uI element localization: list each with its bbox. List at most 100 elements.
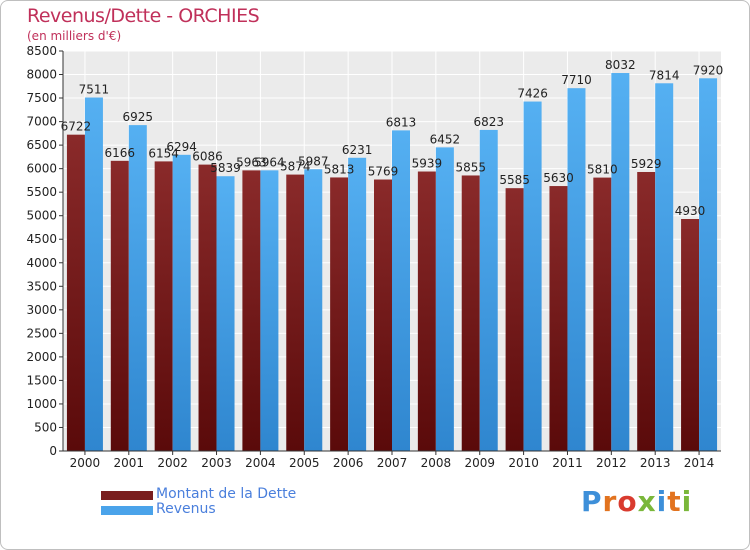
- bar-revenus: [655, 83, 674, 452]
- y-tick-label: 0: [49, 444, 57, 458]
- data-label-revenus: 6294: [166, 140, 197, 154]
- y-tick-label: 7500: [26, 91, 57, 105]
- data-label-dette: 5855: [455, 160, 486, 174]
- bar-dette: [110, 160, 129, 451]
- bar-revenus: [435, 147, 454, 451]
- x-tick-label: 2012: [596, 456, 627, 470]
- x-tick-label: 2011: [552, 456, 583, 470]
- data-label-dette: 5810: [587, 163, 618, 177]
- data-label-revenus: 6231: [342, 143, 373, 157]
- x-tick-label: 2010: [508, 456, 539, 470]
- data-label-revenus: 7814: [649, 68, 680, 82]
- bar-dette: [681, 219, 700, 451]
- bar-dette: [242, 170, 261, 451]
- bar-dette: [417, 171, 436, 452]
- logo-letter: t: [667, 485, 682, 518]
- logo-letter: o: [617, 485, 638, 518]
- y-tick-label: 1500: [26, 373, 57, 387]
- bar-revenus: [348, 157, 367, 451]
- bar-revenus: [567, 88, 586, 452]
- data-label-dette: 5939: [412, 157, 443, 171]
- x-tick-label: 2007: [377, 456, 408, 470]
- y-tick-label: 3000: [26, 303, 57, 317]
- x-tick-label: 2009: [464, 456, 495, 470]
- bar-revenus: [479, 129, 498, 451]
- bar-dette: [198, 164, 217, 451]
- legend-label-dette: Montant de la Dette: [156, 486, 297, 502]
- bar-revenus: [611, 73, 630, 451]
- logo-letter: i: [681, 485, 693, 518]
- data-label-dette: 5963: [236, 155, 267, 169]
- data-label-revenus: 6925: [123, 110, 154, 124]
- x-tick-label: 2002: [157, 456, 188, 470]
- data-label-revenus: 5839: [210, 161, 241, 175]
- legend-label-revenus: Revenus: [156, 501, 216, 517]
- logo-letter: r: [602, 485, 618, 518]
- y-tick-label: 6000: [26, 162, 57, 176]
- y-tick-label: 3500: [26, 279, 57, 293]
- bar-dette: [549, 186, 568, 451]
- data-label-revenus: 6813: [386, 115, 417, 129]
- data-label-revenus: 6823: [473, 115, 504, 129]
- legend-swatch-revenus: [101, 506, 153, 515]
- data-label-dette: 5874: [280, 160, 311, 174]
- data-label-revenus: 6452: [430, 132, 461, 146]
- legend-swatch-dette: [101, 491, 153, 500]
- bar-dette: [330, 177, 349, 451]
- data-label-revenus: 8032: [605, 58, 636, 72]
- bar-dette: [66, 134, 85, 451]
- data-label-revenus: 5964: [254, 155, 285, 169]
- x-tick-label: 2013: [640, 456, 671, 470]
- data-label-dette: 5813: [324, 162, 355, 176]
- x-tick-label: 2005: [289, 456, 320, 470]
- bar-dette: [374, 179, 392, 452]
- data-label-dette: 4930: [675, 204, 706, 218]
- y-tick-label: 1000: [26, 397, 57, 411]
- bar-dette: [286, 174, 305, 451]
- data-label-dette: 6154: [148, 146, 179, 160]
- bar-revenus: [304, 169, 323, 451]
- y-tick-label: 2000: [26, 350, 57, 364]
- bar-dette: [505, 188, 524, 452]
- data-label-revenus: 7920: [693, 63, 724, 77]
- bar-revenus: [84, 97, 103, 452]
- chart-subtitle: (en milliers d'€): [27, 29, 122, 43]
- x-tick-label: 2004: [245, 456, 276, 470]
- data-label-dette: 6722: [61, 120, 92, 134]
- y-tick-label: 8000: [26, 68, 57, 82]
- data-label-dette: 5585: [499, 173, 530, 187]
- y-tick-label: 7000: [26, 115, 57, 129]
- bar-dette: [154, 161, 173, 451]
- x-tick-label: 2008: [421, 456, 452, 470]
- y-tick-label: 5500: [26, 185, 57, 199]
- bar-revenus: [216, 176, 235, 452]
- proxiti-logo: Proxiti: [581, 485, 692, 518]
- bar-revenus: [128, 125, 147, 451]
- bar-revenus: [699, 78, 718, 451]
- x-tick-label: 2014: [684, 456, 715, 470]
- y-tick-label: 8500: [26, 44, 57, 58]
- bar-dette: [637, 171, 656, 452]
- data-label-dette: 6086: [192, 150, 223, 164]
- data-label-dette: 5929: [631, 157, 662, 171]
- y-tick-label: 500: [34, 420, 57, 434]
- y-tick-label: 6500: [26, 138, 57, 152]
- data-label-dette: 5769: [368, 165, 399, 179]
- logo-letter: i: [656, 485, 668, 518]
- chart-title: Revenus/Dette - ORCHIES: [27, 5, 260, 27]
- data-label-dette: 5630: [543, 171, 574, 185]
- x-tick-label: 2003: [201, 456, 232, 470]
- x-tick-label: 2001: [114, 456, 145, 470]
- y-tick-label: 2500: [26, 326, 57, 340]
- data-label-revenus: 7426: [517, 87, 548, 101]
- logo-letter: P: [581, 485, 603, 518]
- bar-dette: [461, 175, 480, 451]
- bar-revenus: [260, 170, 279, 451]
- y-tick-label: 4500: [26, 232, 57, 246]
- x-tick-label: 2006: [333, 456, 364, 470]
- logo-letter: x: [637, 485, 657, 518]
- data-label-revenus: 5987: [298, 154, 329, 168]
- bar-dette: [593, 177, 612, 451]
